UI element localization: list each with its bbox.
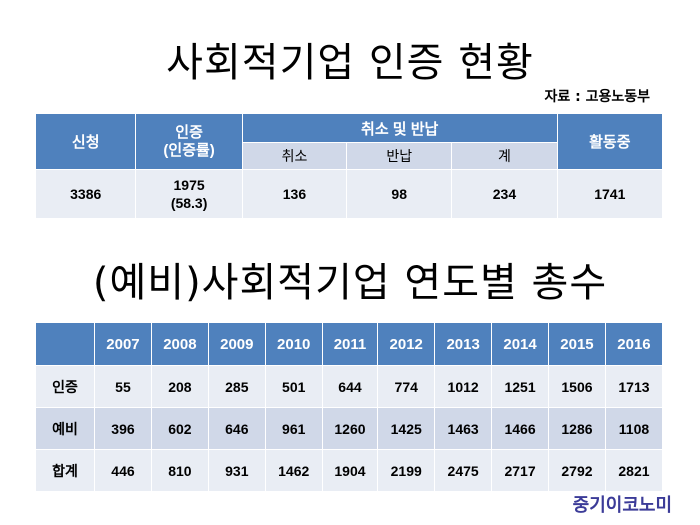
table-cell: 2717 (491, 449, 550, 492)
row-label: 합계 (35, 449, 95, 492)
table-cell: 602 (150, 407, 209, 450)
table-cell: 1463 (434, 407, 493, 450)
year-header-2008: 2008 (150, 322, 209, 366)
year-header-2010: 2010 (264, 322, 323, 366)
table-cell: 1286 (548, 407, 606, 450)
table-cell: 1466 (491, 407, 550, 450)
header-active: 활동중 (556, 113, 664, 170)
subheader-cancel: 취소 (241, 142, 348, 170)
row-label: 인증 (35, 365, 95, 408)
table-cell: 1904 (321, 449, 379, 492)
table-cell: 931 (207, 449, 266, 492)
year-header-2013: 2013 (434, 322, 493, 366)
year-header-2016: 2016 (604, 322, 664, 366)
table-row: 예비 396 602 646 961 1260 1425 1463 1466 1286 1108 (35, 407, 664, 450)
year-header-2009: 2009 (207, 322, 266, 366)
subheader-return: 반납 (346, 142, 453, 170)
value-cancel: 136 (241, 169, 348, 219)
table-cell: 1462 (264, 449, 323, 492)
brand-logo: 중기이코노미 (572, 495, 672, 516)
table-cell: 55 (94, 365, 152, 408)
header-cancel-return: 취소 및 반납 (241, 113, 558, 143)
year-header-row: 2007 2008 2009 2010 2011 2012 2013 2014 2015 2016 (35, 322, 664, 366)
table-cell: 1425 (377, 407, 436, 450)
table-row: 합계 446 810 931 1462 1904 2199 2475 2717 2792 2821 (35, 449, 664, 492)
header-certified: 인증 (인증률) (135, 113, 243, 170)
subheader-total: 계 (451, 142, 558, 170)
table-cell: 810 (150, 449, 209, 492)
title-certification-status: 사회적기업 인증 현황 (166, 40, 534, 86)
row-label: 예비 (35, 407, 95, 450)
table-cell: 1012 (434, 365, 493, 408)
value-certified: 1975 (58.3) (135, 169, 243, 219)
table-cell: 2475 (434, 449, 493, 492)
value-return: 98 (346, 169, 453, 219)
table-cell: 644 (321, 365, 379, 408)
year-header-2011: 2011 (321, 322, 379, 366)
corner-cell (35, 322, 95, 366)
source-label: 자료 : 고용노동부 (544, 89, 650, 105)
year-header-2012: 2012 (377, 322, 436, 366)
value-cancel-total: 234 (451, 169, 558, 219)
table-cell: 501 (264, 365, 323, 408)
year-header-2014: 2014 (491, 322, 550, 366)
year-header-2015: 2015 (548, 322, 606, 366)
certification-table: 신청 인증 (인증률) 취소 및 반납 활동중 취소 반납 계 3386 197… (34, 113, 664, 219)
header-apply: 신청 (34, 113, 137, 170)
table-cell: 961 (264, 407, 323, 450)
table-cell: 1506 (548, 365, 606, 408)
table-cell: 2792 (548, 449, 606, 492)
table-cell: 774 (377, 365, 436, 408)
yearly-table: 2007 2008 2009 2010 2011 2012 2013 2014 2015 2016… (35, 322, 664, 492)
table-cell: 208 (150, 365, 209, 408)
table-cell: 396 (94, 407, 152, 450)
table-cell: 2199 (377, 449, 436, 492)
value-active: 1741 (556, 169, 664, 219)
table-cell: 1713 (604, 365, 664, 408)
value-apply: 3386 (34, 169, 137, 219)
table-cell: 285 (207, 365, 266, 408)
table-cell: 646 (207, 407, 266, 450)
year-header-2007: 2007 (94, 322, 152, 366)
title-yearly-total: (예비)사회적기업 연도별 총수 (92, 260, 608, 306)
table-cell: 446 (94, 449, 152, 492)
table-cell: 2821 (604, 449, 664, 492)
table-cell: 1251 (491, 365, 550, 408)
table-cell: 1260 (321, 407, 379, 450)
table-cell: 1108 (604, 407, 664, 450)
table-row: 인증 55 208 285 501 644 774 1012 1251 1506 1713 (35, 365, 664, 408)
